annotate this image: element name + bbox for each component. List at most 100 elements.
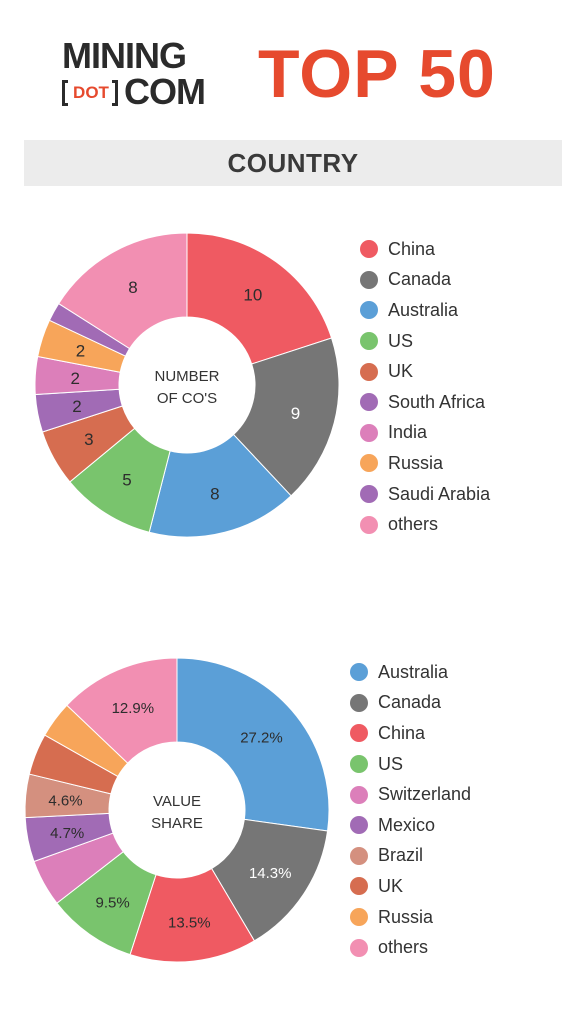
legend-item-saudi-arabia: Saudi Arabia bbox=[360, 479, 490, 510]
legend-item-canada: Canada bbox=[360, 265, 490, 296]
legend-swatch-australia bbox=[360, 301, 378, 320]
legend-label-uk: UK bbox=[388, 361, 414, 382]
legend-value-share: Australia Canada China US Switzerland Mexico B… bbox=[350, 657, 471, 963]
legend-swatch-saudi-arabia bbox=[360, 485, 378, 504]
data-label-canada: 14.3% bbox=[249, 865, 292, 882]
legend-item-others: others bbox=[350, 932, 471, 963]
data-label-canada: 9 bbox=[291, 404, 300, 423]
data-label-russia: 2 bbox=[76, 341, 85, 360]
legend-label-others: others bbox=[388, 514, 439, 535]
legend-swatch-us bbox=[360, 332, 378, 351]
data-label-mexico: 4.7% bbox=[50, 825, 84, 842]
legend-number-of-cos: China Canada Australia US UK South Africa Indi… bbox=[360, 234, 490, 540]
data-label-australia: 8 bbox=[210, 484, 219, 503]
legend-swatch-brazil bbox=[350, 846, 368, 865]
legend-item-south-africa: South Africa bbox=[360, 387, 490, 418]
data-label-uk: 3 bbox=[84, 430, 93, 449]
legend-label-us: US bbox=[388, 330, 414, 351]
legend-item-russia: Russia bbox=[350, 902, 471, 933]
legend-swatch-canada bbox=[360, 270, 378, 289]
legend-swatch-others bbox=[350, 938, 368, 957]
legend-label-australia: Australia bbox=[378, 661, 449, 682]
legend-swatch-china bbox=[360, 240, 378, 259]
legend-item-china: China bbox=[350, 718, 471, 749]
data-label-india: 2 bbox=[70, 369, 79, 388]
center-label-line-2: SHARE bbox=[151, 815, 203, 832]
legend-swatch-india bbox=[360, 423, 378, 442]
slice-australia bbox=[148, 433, 292, 538]
data-label-us: 9.5% bbox=[95, 895, 129, 912]
bracket-right bbox=[112, 80, 118, 106]
legend-swatch-mexico bbox=[350, 816, 368, 835]
data-label-us: 5 bbox=[122, 471, 131, 490]
legend-swatch-uk bbox=[360, 362, 378, 381]
legend-swatch-china bbox=[350, 724, 368, 743]
slice-others bbox=[57, 232, 188, 350]
legend-label-russia: Russia bbox=[378, 906, 434, 927]
legend-item-australia: Australia bbox=[350, 657, 471, 688]
legend-item-switzerland: Switzerland bbox=[350, 779, 471, 810]
legend-item-brazil: Brazil bbox=[350, 841, 471, 872]
data-label-australia: 27.2% bbox=[240, 729, 283, 746]
center-label-line-2: OF CO'S bbox=[157, 390, 217, 407]
legend-label-russia: Russia bbox=[388, 452, 444, 473]
data-label-others: 8 bbox=[128, 278, 137, 297]
legend-label-us: US bbox=[378, 753, 404, 774]
slice-others bbox=[66, 657, 178, 764]
data-label-brazil: 4.6% bbox=[48, 792, 82, 809]
data-label-south-africa: 2 bbox=[72, 397, 81, 416]
legend-swatch-south-africa bbox=[360, 393, 378, 412]
legend-label-india: India bbox=[388, 422, 428, 443]
data-label-china: 13.5% bbox=[168, 914, 211, 931]
legend-swatch-australia bbox=[350, 663, 368, 682]
section-bar: COUNTRY bbox=[24, 140, 562, 186]
legend-label-china: China bbox=[378, 722, 426, 743]
legend-swatch-others bbox=[360, 515, 378, 534]
legend-label-brazil: Brazil bbox=[378, 845, 424, 866]
logo-dot: DOT bbox=[73, 83, 109, 102]
legend-item-china: China bbox=[360, 234, 490, 265]
mining-dot-com-logo: MINING DOT COM bbox=[62, 38, 232, 110]
legend-label-saudi-arabia: Saudi Arabia bbox=[388, 483, 491, 504]
legend-swatch-canada bbox=[350, 693, 368, 712]
legend-label-others: others bbox=[378, 937, 429, 958]
legend-label-switzerland: Switzerland bbox=[378, 784, 472, 805]
legend-item-mexico: Mexico bbox=[350, 810, 471, 841]
legend-swatch-russia bbox=[360, 454, 378, 473]
legend-item-us: US bbox=[360, 326, 490, 357]
legend-swatch-russia bbox=[350, 908, 368, 927]
page-title: TOP 50 bbox=[258, 36, 496, 112]
slice-china bbox=[186, 232, 333, 365]
data-label-others: 12.9% bbox=[112, 700, 155, 717]
legend-item-uk: UK bbox=[350, 871, 471, 902]
legend-label-canada: Canada bbox=[388, 269, 452, 290]
legend-item-india: India bbox=[360, 418, 490, 449]
legend-label-australia: Australia bbox=[388, 299, 459, 320]
logo-line1: MINING bbox=[62, 35, 187, 76]
legend-item-canada: Canada bbox=[350, 688, 471, 719]
center-label-line-1: VALUE bbox=[153, 793, 201, 810]
donut-chart-value-share: 27.2% 14.3% 13.5% 9.5% 4.7% 4.6% 12.9% VALUE SHA… bbox=[24, 657, 330, 963]
legend-item-russia: Russia bbox=[360, 448, 490, 479]
legend-label-canada: Canada bbox=[378, 692, 442, 713]
section-title: COUNTRY bbox=[227, 147, 359, 178]
legend-swatch-switzerland bbox=[350, 785, 368, 804]
slice-australia bbox=[176, 657, 330, 832]
legend-label-mexico: Mexico bbox=[378, 814, 436, 835]
legend-label-china: China bbox=[388, 238, 436, 259]
legend-label-south-africa: South Africa bbox=[388, 391, 486, 412]
bracket-left bbox=[62, 80, 68, 106]
legend-swatch-uk bbox=[350, 877, 368, 896]
legend-item-uk: UK bbox=[360, 356, 490, 387]
data-label-china: 10 bbox=[243, 285, 262, 304]
legend-item-australia: Australia bbox=[360, 295, 490, 326]
legend-label-uk: UK bbox=[378, 875, 404, 896]
legend-swatch-us bbox=[350, 755, 368, 774]
logo-dot-bracket: DOT bbox=[62, 80, 120, 110]
legend-item-us: US bbox=[350, 749, 471, 780]
logo-line2: COM bbox=[124, 71, 206, 112]
center-label-line-1: NUMBER bbox=[154, 368, 219, 385]
slice-canada bbox=[210, 818, 329, 942]
slice-canada bbox=[232, 337, 340, 497]
